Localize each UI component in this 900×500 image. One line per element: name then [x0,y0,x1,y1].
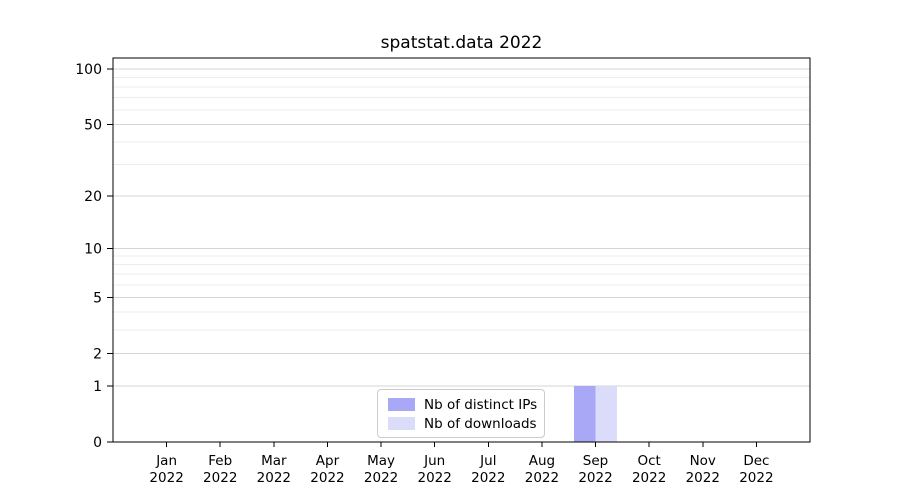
y-tick-label: 50 [84,117,102,133]
bar-nb-of-downloads [595,386,617,442]
x-tick-label-month: Dec [743,453,769,469]
y-tick-label: 1 [93,379,102,395]
legend-swatch-downloads [388,417,415,430]
legend: Nb of distinct IPs Nb of downloads [377,389,545,438]
x-tick-label-month: Oct [637,453,660,469]
chart-title: spatstat.data 2022 [380,33,543,53]
legend-swatch-distinct-ips [388,398,415,411]
x-tick-label-year: 2022 [471,470,505,486]
plot-frame [112,57,811,443]
legend-item-downloads: Nb of downloads [388,414,544,433]
x-tick-label-month: Aug [529,453,555,469]
x-tick-label-year: 2022 [364,470,398,486]
y-tick-label: 0 [93,435,102,451]
x-tick-label-year: 2022 [257,470,291,486]
y-tick-label: 100 [75,62,102,78]
legend-item-distinct-ips: Nb of distinct IPs [388,395,544,414]
x-tick-label-year: 2022 [149,470,183,486]
x-tick-label-year: 2022 [739,470,773,486]
y-tick-label: 2 [93,346,102,362]
x-tick-label-month: Mar [261,453,287,469]
y-tick-label: 10 [84,241,102,257]
x-tick-label-year: 2022 [525,470,559,486]
y-tick-label: 5 [93,290,102,306]
x-tick-label-month: Feb [208,453,232,469]
x-tick-label-year: 2022 [686,470,720,486]
legend-label-downloads: Nb of downloads [424,415,537,432]
y-tick-label: 20 [84,189,102,205]
x-tick-label-month: Jun [423,453,445,469]
x-tick-label-month: Nov [690,453,716,469]
x-tick-label-month: Apr [316,453,340,469]
x-tick-label-month: Sep [583,453,608,469]
bar-nb-of-distinct-ips [574,386,596,442]
x-tick-label-year: 2022 [578,470,612,486]
x-tick-label-month: Jan [155,453,177,469]
x-tick-label-month: May [367,453,395,469]
x-tick-label-year: 2022 [203,470,237,486]
x-tick-label-month: Jul [479,453,496,469]
x-tick-label-year: 2022 [632,470,666,486]
x-tick-label-year: 2022 [418,470,452,486]
legend-label-distinct-ips: Nb of distinct IPs [424,396,538,413]
x-tick-label-year: 2022 [310,470,344,486]
